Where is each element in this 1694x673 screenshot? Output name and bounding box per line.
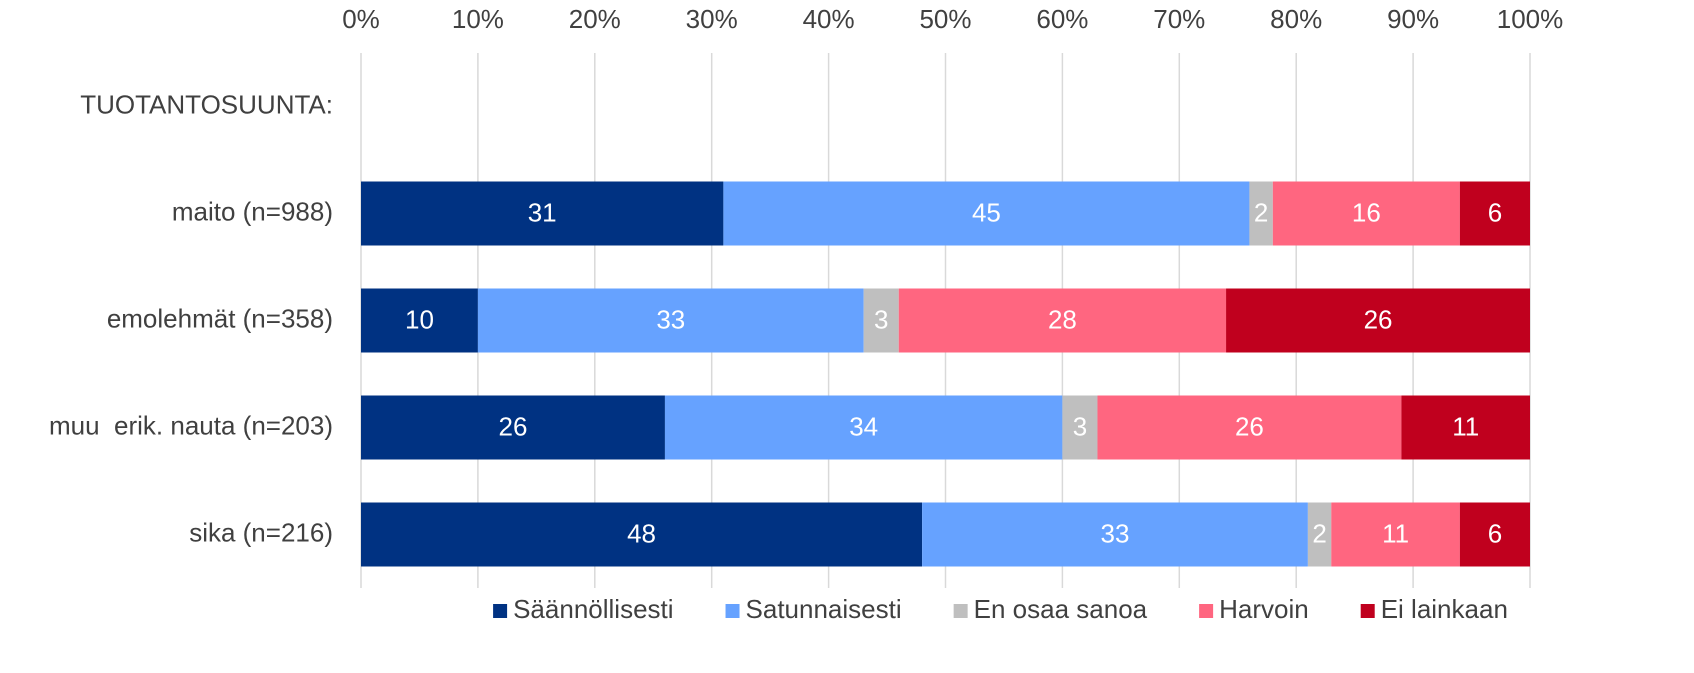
bar-segment — [723, 181, 1250, 246]
data-label: 6 — [1488, 197, 1502, 227]
bar-segment — [1272, 181, 1460, 246]
legend-label: Harvoin — [1219, 594, 1309, 624]
x-tick-label: 100% — [1497, 4, 1564, 34]
data-label: 11 — [1452, 411, 1479, 441]
data-label: 33 — [656, 304, 685, 334]
bar-segment — [1401, 395, 1530, 460]
category-label: emolehmät (n=358) — [107, 303, 333, 333]
legend-label: En osaa sanoa — [974, 594, 1148, 624]
legend-swatch — [1360, 604, 1375, 618]
data-label: 3 — [874, 304, 888, 334]
bar-segment — [1062, 395, 1098, 460]
bar-segment — [1459, 181, 1530, 246]
bar-segment — [1097, 395, 1402, 460]
data-label: 45 — [972, 197, 1001, 227]
x-tick-label: 0% — [342, 4, 380, 34]
x-tick-label: 70% — [1153, 4, 1205, 34]
data-label: 3 — [1073, 411, 1087, 441]
bar-segment — [1249, 181, 1273, 246]
legend-label: Säännöllisesti — [513, 594, 673, 624]
legend-swatch — [493, 604, 508, 618]
bar-segment — [898, 288, 1227, 353]
bar-segment — [1459, 502, 1530, 567]
data-label: 2 — [1312, 518, 1326, 548]
bar-segment — [863, 288, 899, 353]
bar-segment — [1331, 502, 1460, 567]
x-tick-label: 20% — [569, 4, 621, 34]
data-label: 26 — [499, 411, 528, 441]
data-label: 33 — [1101, 518, 1130, 548]
x-tick-label: 90% — [1387, 4, 1439, 34]
data-label: 34 — [849, 411, 878, 441]
data-label: 28 — [1048, 304, 1077, 334]
legend-swatch — [1199, 604, 1214, 618]
category-label: maito (n=988) — [172, 196, 333, 226]
bar-segment — [361, 181, 724, 246]
legend-label: Ei lainkaan — [1381, 594, 1508, 624]
bar-segment — [361, 502, 923, 567]
x-tick-label: 10% — [452, 4, 504, 34]
data-label: 11 — [1382, 518, 1409, 548]
x-tick-label: 50% — [919, 4, 971, 34]
bar-segment — [922, 502, 1308, 567]
data-label: 31 — [528, 197, 557, 227]
legend-swatch — [725, 604, 740, 618]
x-tick-label: 60% — [1036, 4, 1088, 34]
data-label: 10 — [405, 304, 434, 334]
data-label: 48 — [627, 518, 656, 548]
data-label: 2 — [1254, 197, 1268, 227]
bar-segment — [361, 395, 665, 460]
bar-segment — [361, 288, 478, 353]
legend-swatch — [953, 604, 968, 618]
data-label: 6 — [1488, 518, 1502, 548]
bar-segment — [1307, 502, 1332, 567]
legend-label: Satunnaisesti — [746, 594, 902, 624]
x-tick-label: 30% — [686, 4, 738, 34]
bar-segment — [1226, 288, 1530, 353]
x-tick-label: 80% — [1270, 4, 1322, 34]
x-tick-label: 40% — [803, 4, 855, 34]
bar-segment — [477, 288, 864, 353]
category-label: muu erik. nauta (n=203) — [49, 410, 333, 440]
data-label: 26 — [1235, 411, 1264, 441]
category-label: TUOTANTOSUUNTA: — [80, 89, 333, 119]
category-label: sika (n=216) — [189, 517, 333, 547]
data-label: 26 — [1364, 304, 1393, 334]
data-label: 16 — [1352, 197, 1381, 227]
bar-segment — [664, 395, 1063, 460]
